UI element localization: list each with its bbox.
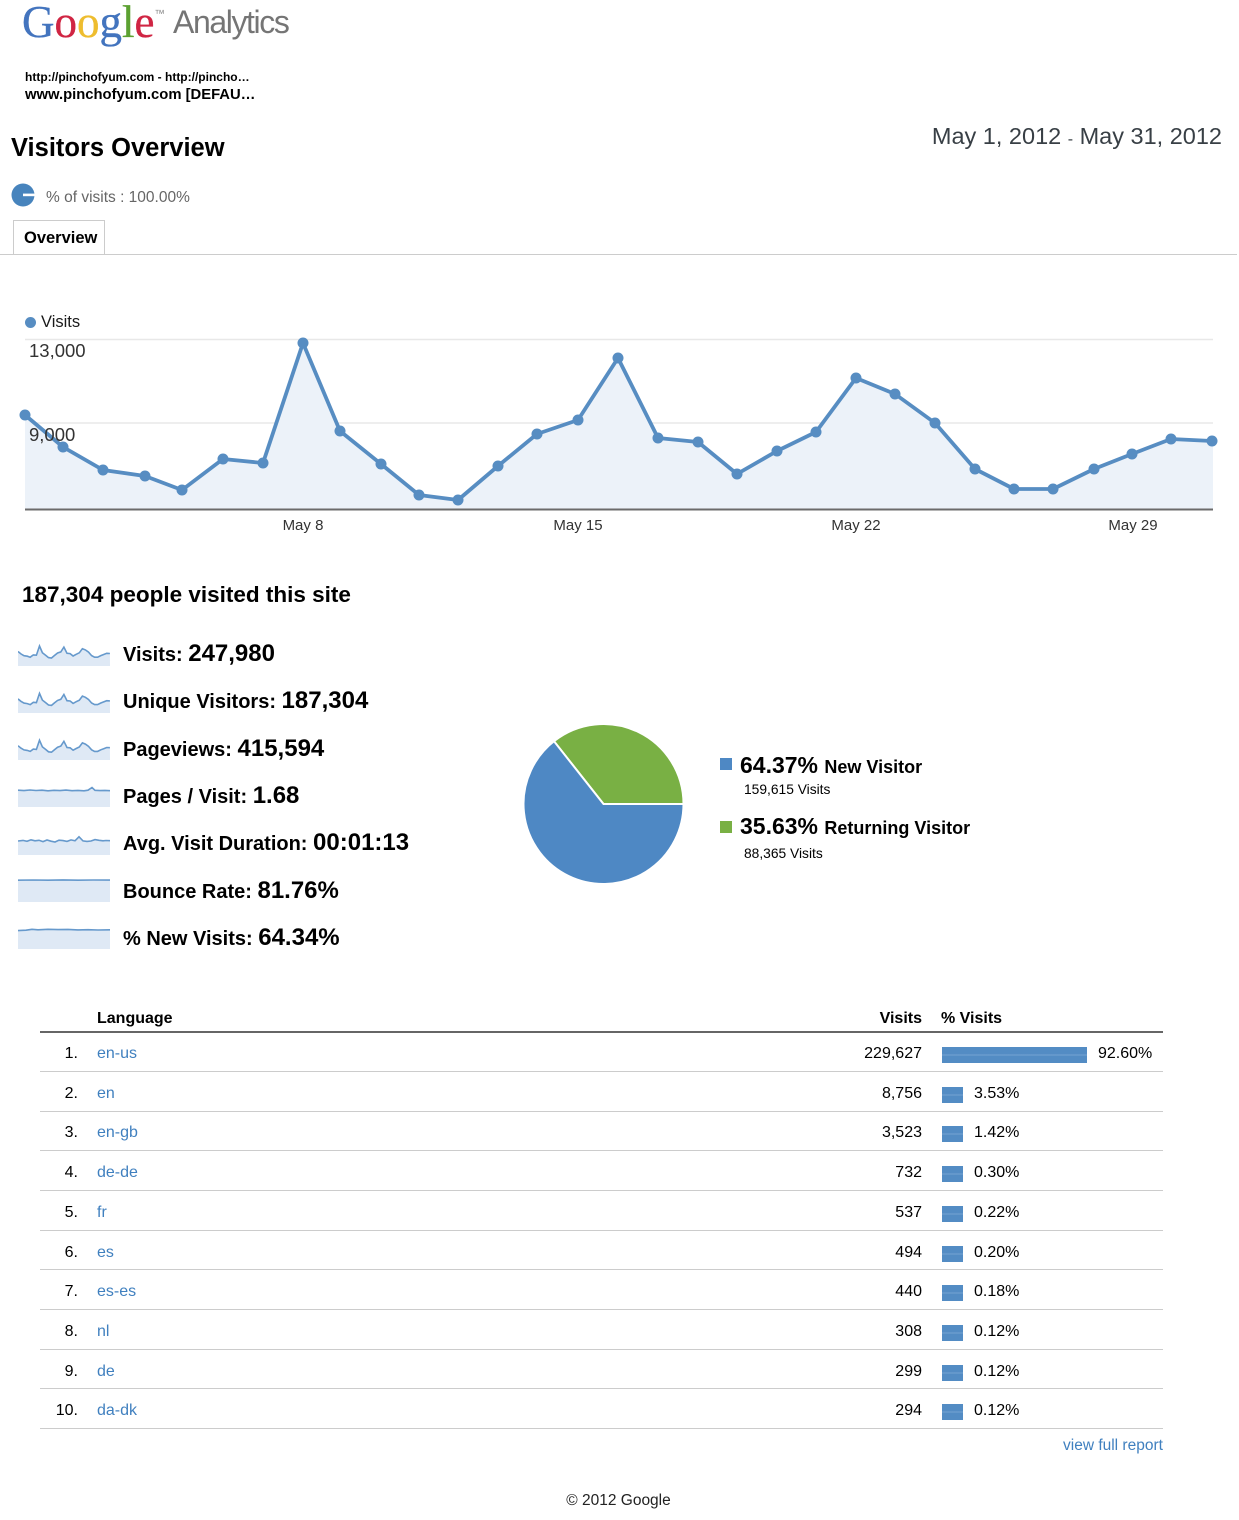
svg-text:9,000: 9,000 — [29, 424, 75, 445]
svg-text:May 29: May 29 — [1108, 517, 1157, 534]
svg-text:May 15: May 15 — [553, 517, 602, 534]
svg-text:May 22: May 22 — [831, 517, 880, 534]
svg-text:May 8: May 8 — [283, 517, 324, 534]
svg-text:13,000: 13,000 — [29, 340, 86, 361]
